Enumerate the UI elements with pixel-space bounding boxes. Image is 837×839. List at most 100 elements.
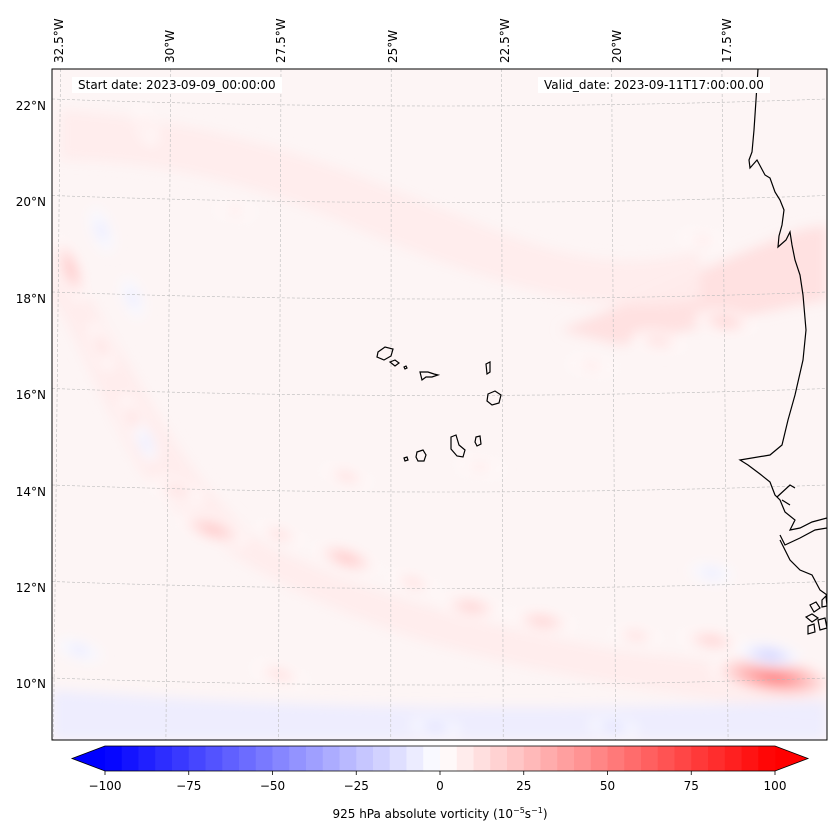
meridian-gridline bbox=[501, 69, 504, 740]
island-santo-antao bbox=[376, 346, 394, 361]
island-fogo bbox=[415, 449, 427, 462]
colorbar-segment bbox=[523, 746, 541, 771]
colorbar-segment bbox=[708, 746, 726, 771]
colorbar-segment bbox=[205, 746, 223, 771]
vorticity-contour bbox=[427, 723, 444, 731]
vorticity-contour bbox=[128, 410, 137, 427]
meridian-gridline bbox=[165, 69, 172, 740]
vorticity-band bbox=[52, 240, 827, 710]
lon-label: 17.5°W bbox=[720, 18, 734, 63]
vorticity-contour bbox=[605, 723, 622, 731]
colorbar-segment bbox=[289, 746, 307, 771]
colorbar-segment bbox=[674, 746, 692, 771]
map-frame bbox=[51, 68, 828, 741]
valid-date-annotation: Valid_date: 2023-09-11T17:00:00.00 bbox=[538, 77, 770, 93]
lon-label: 32.5°W bbox=[52, 18, 66, 63]
colorbar-label-exp2: −1 bbox=[531, 806, 543, 815]
vorticity-contour bbox=[701, 568, 723, 578]
colorbar-tick-label: 0 bbox=[436, 779, 444, 793]
colorbar-segment bbox=[574, 746, 592, 771]
colorbar-segment bbox=[724, 746, 742, 771]
colorbar-label-mid: s bbox=[524, 807, 532, 821]
colorbar-segment bbox=[105, 746, 123, 771]
colorbar-segment bbox=[590, 746, 608, 771]
island-sao-nicolau bbox=[419, 371, 441, 382]
vorticity-contour bbox=[339, 555, 354, 562]
colorbar-segment bbox=[758, 746, 776, 771]
lon-label: 25°W bbox=[386, 29, 400, 63]
lat-label: 12°N bbox=[15, 581, 46, 595]
island-santa-luzia bbox=[403, 365, 408, 370]
island-boa-vista bbox=[486, 390, 502, 406]
vorticity-contour bbox=[140, 114, 152, 135]
colorbar-segment bbox=[473, 746, 491, 771]
parallel-gridline bbox=[52, 484, 827, 493]
lon-label: 30°W bbox=[163, 29, 177, 63]
colorbar-segment bbox=[255, 746, 273, 771]
colorbar-segment bbox=[155, 746, 173, 771]
vorticity-contour bbox=[463, 603, 480, 610]
vorticity-contour bbox=[761, 651, 778, 659]
vorticity-contour bbox=[95, 219, 108, 242]
senegal-peninsula bbox=[776, 484, 796, 506]
colorbar-segment bbox=[540, 746, 558, 771]
start-date-annotation: Start date: 2023-09-09_00:00:00 bbox=[72, 77, 282, 93]
lat-label: 16°N bbox=[15, 388, 46, 402]
lat-label: 10°N bbox=[15, 677, 46, 691]
vorticity-contour bbox=[468, 461, 492, 472]
colorbar-segment bbox=[322, 746, 340, 771]
colorbar-label-exp1: −5 bbox=[512, 806, 525, 815]
map-panel bbox=[52, 69, 827, 740]
vorticity-contour bbox=[627, 632, 645, 640]
colorbar-segment bbox=[440, 746, 458, 771]
colorbar-segment bbox=[490, 746, 508, 771]
lat-label: 20°N bbox=[15, 195, 46, 209]
colorbar-segment bbox=[138, 746, 156, 771]
colorbar-tick-label: 100 bbox=[763, 779, 787, 793]
lon-label: 20°W bbox=[610, 29, 624, 63]
vorticity-contour bbox=[703, 637, 720, 644]
bijagos-islands bbox=[804, 594, 827, 635]
vorticity-contour bbox=[649, 337, 668, 346]
colorbar-segment bbox=[188, 746, 206, 771]
island-sal bbox=[485, 361, 491, 376]
parallel-gridline bbox=[52, 388, 827, 396]
colorbar-tick-label: −25 bbox=[343, 779, 369, 793]
colorbar-segment bbox=[222, 746, 240, 771]
meridian-gridline bbox=[721, 69, 729, 740]
meridian-gridline bbox=[53, 69, 61, 740]
meridian-gridline bbox=[278, 69, 282, 740]
colorbar-min-extension bbox=[72, 746, 105, 771]
colorbar-segment bbox=[607, 746, 625, 771]
island-santiago bbox=[450, 434, 466, 458]
colorbar-segment bbox=[389, 746, 407, 771]
colorbar-max-extension bbox=[775, 746, 808, 771]
colorbar-segment bbox=[624, 746, 642, 771]
colorbar-segment bbox=[306, 746, 324, 771]
colorbar-segment bbox=[456, 746, 474, 771]
colorbar-tick-label: −100 bbox=[88, 779, 122, 793]
island-maio bbox=[474, 435, 482, 447]
vorticity-contour bbox=[68, 644, 91, 656]
colorbar-segment bbox=[691, 746, 709, 771]
colorbar-tick-label: 50 bbox=[599, 779, 616, 793]
colorbar-segment bbox=[657, 746, 675, 771]
vorticity-contour bbox=[205, 526, 220, 533]
vorticity-contour bbox=[271, 530, 288, 539]
colorbar-label-prefix: 925 hPa absolute vorticity (10 bbox=[332, 807, 513, 821]
lat-label: 14°N bbox=[15, 485, 46, 499]
colorbar-segment bbox=[423, 746, 441, 771]
colorbar-segment bbox=[239, 746, 257, 771]
vorticity-contour bbox=[717, 319, 733, 326]
vorticity-contour bbox=[405, 578, 422, 587]
colorbar-tick-label: −75 bbox=[176, 779, 202, 793]
colorbar-segment bbox=[557, 746, 575, 771]
vorticity-contour bbox=[270, 669, 289, 679]
colorbar bbox=[70, 745, 810, 775]
vorticity-contour bbox=[67, 262, 74, 276]
colorbar-segment bbox=[121, 746, 139, 771]
vorticity-field bbox=[52, 104, 827, 740]
lon-label: 27.5°W bbox=[274, 18, 288, 63]
vorticity-contour bbox=[97, 338, 106, 355]
